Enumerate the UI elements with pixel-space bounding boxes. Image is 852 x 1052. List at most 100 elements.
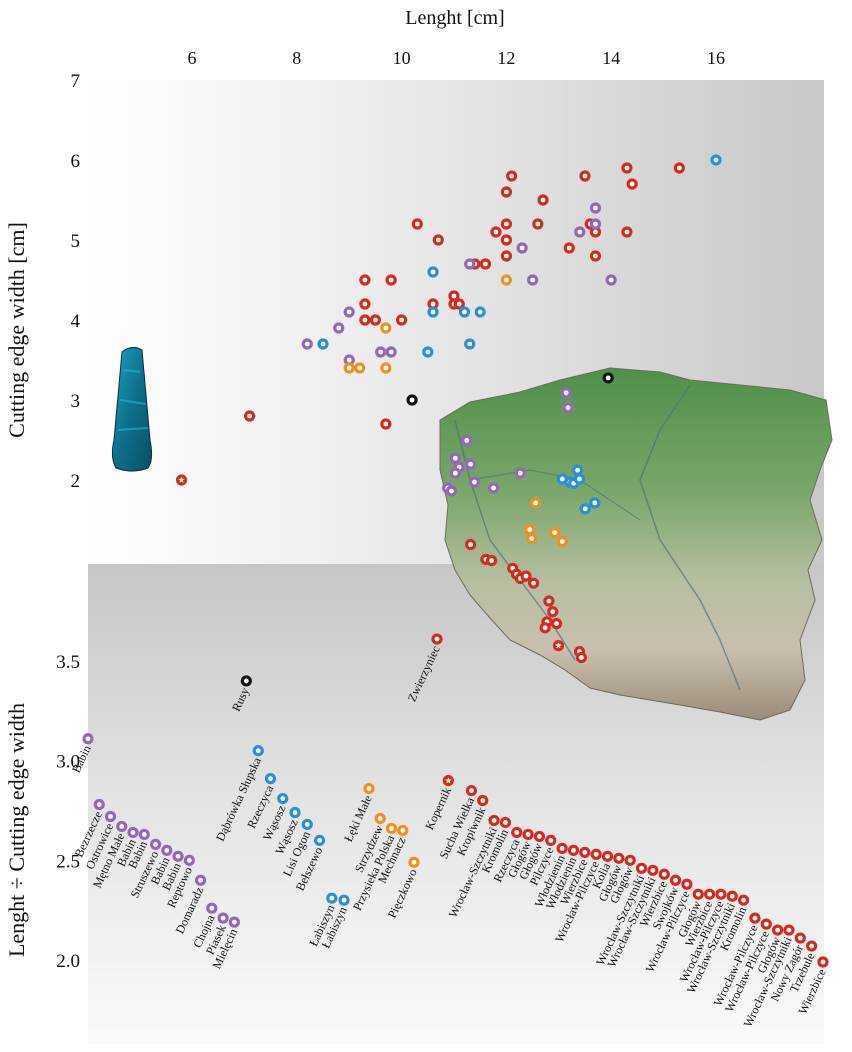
upper-x-tick-label: 6 (188, 48, 197, 68)
lower-point (760, 918, 772, 930)
lower-point (374, 812, 386, 825)
upper-point (563, 242, 575, 254)
upper-point (458, 306, 471, 318)
upper-point (527, 274, 539, 286)
poland-map (439, 367, 833, 721)
upper-point (537, 194, 549, 206)
map-find-spot (461, 434, 473, 447)
upper-point (244, 410, 256, 422)
lower-point (289, 806, 301, 819)
lower-y-axis-label: Lenght ÷ Cutting edge width (4, 703, 29, 957)
map-find-spot (543, 595, 555, 607)
map-find-spot (550, 618, 563, 630)
upper-point (411, 218, 423, 230)
lower-point (647, 864, 659, 876)
upper-point (710, 154, 722, 166)
upper-y-tick-label: 4 (71, 311, 81, 332)
upper-point (516, 242, 528, 254)
lower-point (794, 932, 806, 944)
lower-point (138, 828, 150, 841)
upper-y-tick-labels: 7 6 5 4 3 2 (71, 71, 81, 492)
lower-point (313, 834, 326, 847)
lower-point (431, 633, 443, 645)
lower-point (194, 874, 207, 886)
upper-point (427, 266, 439, 278)
lower-point (545, 834, 557, 847)
lower-y-tick-label: 3.5 (56, 652, 80, 673)
lower-point (579, 846, 591, 858)
lower-y-tick-label: 2.0 (56, 951, 80, 972)
lower-point (264, 773, 277, 785)
upper-y-axis-label: Cutting edge width [cm] (4, 222, 29, 438)
map-find-spot (562, 402, 574, 414)
lower-point (93, 798, 105, 811)
lower-point (692, 888, 704, 900)
upper-point (301, 338, 313, 350)
upper-point (574, 226, 586, 238)
upper-point (406, 394, 418, 406)
lower-point (533, 830, 546, 843)
map-find-spot (539, 622, 551, 634)
upper-x-tick-label: 8 (292, 48, 301, 68)
upper-point (359, 298, 371, 310)
upper-point (343, 354, 355, 366)
upper-x-tick-label: 12 (497, 48, 515, 68)
map-find-spot (589, 497, 601, 509)
upper-point (589, 250, 602, 262)
upper-scatter-points (175, 154, 722, 486)
lower-point (385, 822, 398, 835)
upper-point (589, 226, 602, 238)
lower-point (183, 854, 195, 866)
lower-point (590, 848, 602, 860)
upper-point (500, 274, 512, 286)
lower-point (206, 902, 218, 914)
map-find-spot (514, 467, 526, 479)
lower-point (127, 826, 139, 839)
lower-y-tick-labels: 3.5 3.0 2.5 2.0 (56, 652, 80, 972)
map-find-spot (449, 452, 461, 464)
upper-point (448, 290, 460, 302)
upper-point (532, 218, 544, 230)
upper-x-tick-label: 10 (393, 48, 411, 68)
upper-point (673, 162, 685, 174)
map-find-spot (464, 458, 477, 470)
lower-point (442, 775, 454, 787)
lower-point (488, 814, 500, 827)
upper-point (380, 418, 392, 430)
upper-point (621, 226, 633, 238)
map-find-spot (575, 651, 588, 664)
upper-point (464, 258, 476, 270)
upper-y-tick-label: 2 (71, 471, 81, 492)
lower-point (465, 784, 477, 797)
axe-photo (111, 346, 153, 472)
map-find-spots (442, 372, 614, 664)
lower-point (556, 842, 568, 854)
lower-point (82, 733, 94, 745)
map-find-spot (524, 524, 536, 536)
lower-point (511, 826, 523, 839)
lower-point (772, 924, 784, 936)
upper-point (175, 474, 188, 486)
upper-point (500, 186, 512, 198)
lower-point (277, 792, 289, 805)
upper-point (589, 218, 602, 230)
lower-point (567, 844, 580, 856)
map-find-spot (602, 372, 614, 384)
lower-point (522, 828, 534, 841)
upper-point (506, 170, 518, 182)
map-find-spot (529, 497, 542, 509)
upper-point (359, 314, 371, 326)
upper-point (317, 338, 329, 350)
upper-point (479, 258, 492, 270)
lower-point (408, 856, 420, 868)
lower-point (613, 852, 625, 864)
lower-point (338, 894, 350, 906)
upper-point (343, 306, 355, 318)
map-find-spot (552, 640, 565, 652)
lower-point (726, 890, 738, 902)
map-find-spot (520, 570, 532, 582)
upper-point (396, 314, 408, 326)
lower-point (658, 868, 670, 880)
upper-point (333, 322, 345, 334)
lower-point (681, 878, 693, 890)
